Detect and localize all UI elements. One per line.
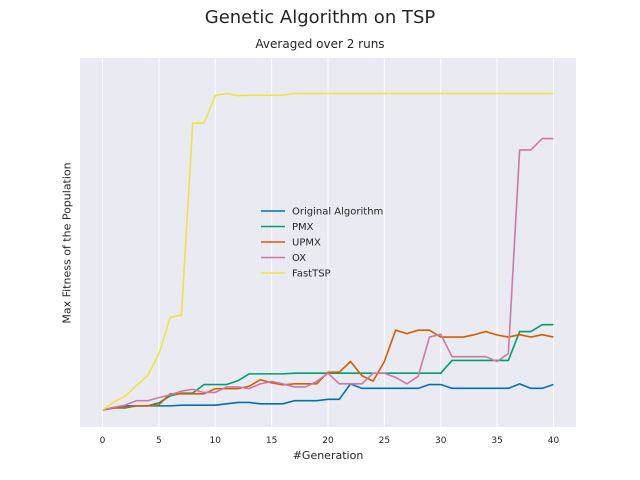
x-tick: 30	[435, 436, 447, 446]
x-axis-label: #Generation	[292, 449, 364, 462]
x-tick: 40	[548, 436, 560, 446]
legend-label: Original Algorithm	[292, 207, 383, 218]
series-group	[102, 92, 554, 411]
series-line	[102, 137, 554, 411]
x-tick: 20	[322, 436, 334, 446]
x-tick-label: 10	[210, 436, 222, 446]
series-line	[102, 383, 554, 411]
legend-label: UPMX	[292, 238, 321, 249]
chart-title: Genetic Algorithm on TSP	[204, 7, 436, 28]
chart-subtitle: Averaged over 2 runs	[255, 37, 385, 51]
x-tick: 5	[156, 436, 162, 446]
series-line	[102, 92, 554, 411]
x-tick: 25	[379, 436, 390, 446]
y-axis-label: Max Fitness of the Population	[60, 162, 74, 324]
x-tick-label: 15	[266, 436, 277, 446]
x-tick: 0	[100, 436, 106, 446]
x-tick-label: 40	[548, 436, 560, 446]
x-tick-label: 0	[100, 436, 106, 446]
x-tick: 15	[266, 436, 277, 446]
x-tick-label: 35	[491, 436, 502, 446]
x-tick-label: 5	[156, 436, 162, 446]
series-line	[102, 329, 554, 411]
legend: Original Algorithm PMX UPMX OX FastTSP	[261, 207, 383, 280]
x-tick-label: 25	[379, 436, 390, 446]
legend-label: PMX	[292, 222, 314, 233]
x-tick: 10	[210, 436, 222, 446]
x-tick-label: 20	[322, 436, 334, 446]
x-ticks: 0 5 10 15 20 25 30 35 40	[100, 436, 560, 446]
legend-label: OX	[292, 253, 306, 264]
x-tick-label: 30	[435, 436, 447, 446]
x-tick: 35	[491, 436, 502, 446]
legend-label: FastTSP	[292, 269, 331, 280]
